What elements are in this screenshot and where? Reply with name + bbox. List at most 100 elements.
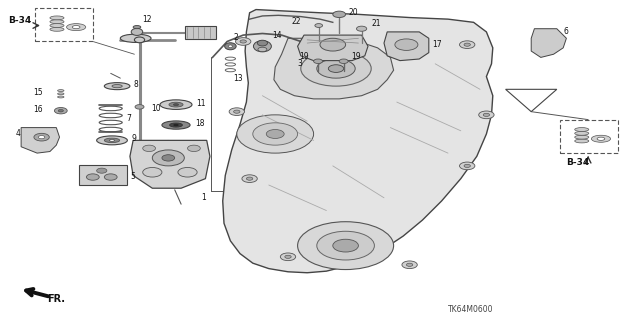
Text: 3: 3 [298,59,303,68]
Polygon shape [298,35,368,61]
Polygon shape [274,38,394,99]
Polygon shape [130,140,210,188]
Text: 12: 12 [142,15,152,24]
Circle shape [143,167,162,177]
Text: 22: 22 [292,17,301,26]
Text: TK64M0600: TK64M0600 [448,305,493,314]
Text: 10: 10 [151,104,161,113]
Text: 21: 21 [371,19,381,28]
Ellipse shape [50,20,64,24]
Ellipse shape [228,45,232,48]
Ellipse shape [169,102,183,107]
Ellipse shape [67,24,86,31]
FancyBboxPatch shape [35,8,93,41]
Circle shape [460,162,475,170]
Ellipse shape [174,124,178,126]
Ellipse shape [58,93,64,95]
Ellipse shape [134,37,145,43]
Ellipse shape [120,34,151,42]
Circle shape [285,255,291,258]
Ellipse shape [225,43,236,50]
Circle shape [280,253,296,261]
Ellipse shape [50,24,64,27]
Ellipse shape [160,100,192,109]
Ellipse shape [58,90,64,92]
Text: 9: 9 [131,134,136,143]
Circle shape [479,111,494,119]
Circle shape [242,175,257,182]
Text: 11: 11 [196,99,206,108]
Text: 5: 5 [130,172,135,181]
Ellipse shape [575,128,589,131]
Ellipse shape [591,135,611,142]
Text: B-34: B-34 [8,16,31,25]
Ellipse shape [575,139,589,143]
Ellipse shape [112,85,122,88]
Ellipse shape [575,135,589,139]
Bar [79,165,127,185]
Ellipse shape [104,83,130,90]
Text: B-34: B-34 [566,158,589,167]
Ellipse shape [162,121,190,129]
Circle shape [317,59,355,78]
Text: 1: 1 [201,193,206,202]
Ellipse shape [257,40,268,46]
Circle shape [301,51,371,86]
Circle shape [240,40,246,43]
Text: 19: 19 [351,52,361,61]
Circle shape [298,222,394,270]
Circle shape [333,11,346,18]
Ellipse shape [131,28,143,35]
Circle shape [135,105,144,109]
Circle shape [234,110,240,113]
Circle shape [402,261,417,269]
Ellipse shape [597,137,605,140]
Text: 2: 2 [234,33,238,42]
Circle shape [317,231,374,260]
Ellipse shape [58,96,64,98]
Circle shape [97,168,107,173]
Text: 4: 4 [16,130,21,138]
Circle shape [143,145,156,152]
Circle shape [266,130,284,138]
Ellipse shape [575,131,589,135]
Circle shape [229,108,244,115]
Circle shape [253,123,298,145]
Ellipse shape [72,26,80,29]
Text: 13: 13 [234,74,243,83]
Circle shape [237,115,314,153]
Circle shape [178,167,197,177]
Circle shape [188,145,200,152]
Circle shape [152,150,184,166]
Text: 7: 7 [127,114,132,122]
Ellipse shape [133,26,141,29]
Circle shape [406,263,413,266]
Circle shape [356,26,367,31]
Ellipse shape [109,139,115,141]
Ellipse shape [50,16,64,20]
Text: 17: 17 [432,40,442,49]
Ellipse shape [170,123,182,127]
Circle shape [339,59,348,63]
Text: 20: 20 [349,8,358,17]
Polygon shape [21,128,60,153]
Ellipse shape [50,27,64,31]
Circle shape [58,109,63,112]
Text: 8: 8 [133,80,138,89]
Circle shape [236,38,251,45]
Circle shape [162,155,175,161]
Circle shape [333,239,358,252]
Ellipse shape [253,41,271,52]
Polygon shape [384,32,429,61]
Text: 15: 15 [33,88,43,97]
Circle shape [86,174,99,180]
Text: 19: 19 [299,52,308,61]
Text: 16: 16 [33,105,43,114]
Circle shape [38,136,45,139]
Ellipse shape [173,104,179,106]
Text: 18: 18 [195,119,205,128]
Circle shape [460,41,475,48]
Polygon shape [531,29,566,57]
Circle shape [104,174,117,180]
Polygon shape [223,10,493,273]
